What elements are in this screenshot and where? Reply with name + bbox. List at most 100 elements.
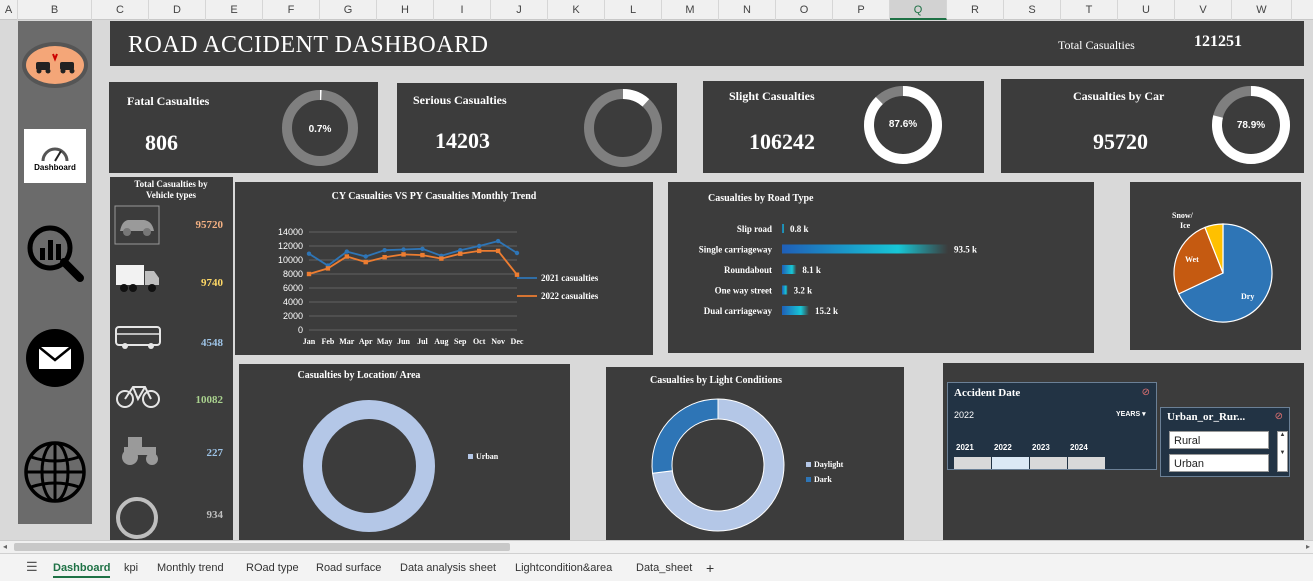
sheet-tab[interactable]: Monthly trend (157, 562, 224, 574)
column-header-n[interactable]: N (719, 0, 776, 20)
column-header-o[interactable]: O (776, 0, 833, 20)
vehicle-value: 4548 (201, 337, 223, 349)
column-header-q[interactable]: Q (890, 0, 947, 20)
legend-swatch (468, 454, 473, 459)
slicer-item-rural[interactable]: Rural (1169, 431, 1269, 449)
year-label[interactable]: 2021 (956, 443, 974, 452)
mail-icon[interactable] (18, 327, 92, 389)
data-point (382, 248, 387, 253)
column-header-p[interactable]: P (833, 0, 890, 20)
column-header-m[interactable]: M (662, 0, 719, 20)
column-header-f[interactable]: F (263, 0, 320, 20)
year-bar[interactable] (1030, 457, 1067, 469)
year-label[interactable]: 2023 (1032, 443, 1050, 452)
analytics-search-icon[interactable] (18, 221, 92, 283)
kpi-percent: 87.6% (888, 119, 918, 130)
data-label: 3.2 k (794, 286, 813, 296)
data-point (401, 252, 406, 257)
clear-filter-icon[interactable]: ⊘ (1274, 411, 1283, 422)
slicer-selected-range: 2022 (954, 410, 975, 420)
column-header-e[interactable]: E (206, 0, 263, 20)
sheet-tab[interactable]: Dashboard (53, 558, 111, 578)
legend-item: Dark (806, 475, 843, 484)
data-point (420, 252, 425, 258)
kpi-value: 14203 (435, 128, 490, 153)
kpi-card-slight: Slight Casualties 106242 87.6% (703, 81, 984, 173)
data-point (420, 246, 425, 251)
y-tick-label: 2000 (283, 311, 303, 321)
light-legend: Daylight Dark (806, 460, 843, 484)
year-timeline[interactable]: 2021 2022 2023 2024 (954, 443, 1154, 469)
kpi-percent: 78.9% (1236, 120, 1266, 131)
dashboard-icon[interactable]: Dashboard (18, 127, 92, 185)
kpi-card-serious: Serious Casualties 14203 (397, 83, 677, 173)
vehicle-value: 95720 (195, 219, 224, 231)
column-header-w[interactable]: W (1232, 0, 1292, 20)
column-header-h[interactable]: H (377, 0, 434, 20)
data-point (306, 251, 312, 256)
total-casualties-label: Total Casualties (1058, 38, 1135, 52)
horizontal-scrollbar[interactable]: ◂ ▸ (0, 540, 1313, 553)
vehicle-types-title: Total Casualties by Vehicle types (134, 179, 208, 200)
year-bar[interactable] (1068, 457, 1105, 469)
year-bar[interactable] (992, 457, 1029, 469)
sheet-tab[interactable]: Lightcondition&area (515, 562, 613, 574)
light-conditions-panel: Casualties by Light Conditions Daylight … (606, 367, 904, 540)
column-header-c[interactable]: C (92, 0, 149, 20)
ring-fill (864, 86, 942, 164)
column-header-l[interactable]: L (605, 0, 662, 20)
location-panel: Casualties by Location/ Area Urban (239, 364, 570, 540)
sheet-menu-icon[interactable]: ☰ (26, 559, 38, 574)
column-header-i[interactable]: I (434, 0, 491, 20)
legend-label: Urban (476, 452, 499, 461)
x-tick-label: Feb (321, 337, 334, 346)
slicer-title: Accident Date (954, 387, 1021, 399)
clear-filter-icon[interactable]: ⊘ (1141, 387, 1150, 398)
year-label[interactable]: 2022 (994, 443, 1012, 452)
scroll-thumb[interactable] (14, 543, 510, 551)
vehicle-value: 227 (206, 447, 224, 459)
sheet-tab[interactable]: Road surface (316, 562, 382, 574)
x-tick-label: Jan (303, 337, 316, 346)
series-line (308, 250, 518, 276)
data-point (344, 254, 350, 259)
data-label: 93.5 k (954, 245, 977, 255)
column-header-r[interactable]: R (947, 0, 1004, 20)
column-header-u[interactable]: U (1118, 0, 1175, 20)
y-tick-label: 6000 (283, 283, 303, 293)
legend-label: Daylight (814, 460, 844, 469)
slicer-item-urban[interactable]: Urban (1169, 454, 1269, 472)
sheet-tab[interactable]: Data_sheet (636, 562, 693, 574)
add-sheet-button[interactable]: + (706, 560, 715, 576)
sheet-tab[interactable]: Data analysis sheet (400, 562, 496, 574)
column-header-s[interactable]: S (1004, 0, 1061, 20)
year-label[interactable]: 2024 (1070, 443, 1088, 452)
column-header-k[interactable]: K (548, 0, 605, 20)
category-label: Roundabout (724, 265, 772, 275)
kpi-ring-slight (864, 86, 942, 164)
car-crash-icon[interactable] (18, 39, 92, 91)
slicer-scrollbar[interactable]: ▲ ▼ (1277, 431, 1288, 472)
accident-date-slicer[interactable]: Accident Date ⊘ 2022 YEARS ▾ 2021 2022 202… (947, 382, 1157, 470)
column-header-v[interactable]: V (1175, 0, 1232, 20)
column-header-t[interactable]: T (1061, 0, 1118, 20)
column-header-d[interactable]: D (149, 0, 206, 20)
year-bar[interactable] (954, 457, 991, 469)
column-header-g[interactable]: G (320, 0, 377, 20)
time-level-dropdown[interactable]: YEARS ▾ (1116, 411, 1146, 418)
y-tick-label: 4000 (283, 297, 303, 307)
column-header-j[interactable]: J (491, 0, 548, 20)
column-header-a[interactable]: A (0, 0, 18, 20)
column-header-b[interactable]: B (18, 0, 92, 20)
scroll-right-icon[interactable]: ▸ (1305, 542, 1310, 551)
kpi-ring-car (1212, 86, 1290, 164)
sheet-tab[interactable]: kpi (124, 562, 139, 574)
vehicle-value: 9740 (201, 277, 223, 289)
urban-rural-slicer[interactable]: Urban_or_Rur... ⊘ Rural Urban ▲ ▼ (1160, 407, 1290, 477)
data-point (458, 251, 463, 256)
globe-icon[interactable] (18, 441, 92, 503)
scroll-left-icon[interactable]: ◂ (3, 542, 8, 551)
data-point (439, 256, 444, 261)
sheet-tab[interactable]: ROad type (246, 562, 299, 574)
vehicle-row: 95720 (114, 205, 229, 249)
